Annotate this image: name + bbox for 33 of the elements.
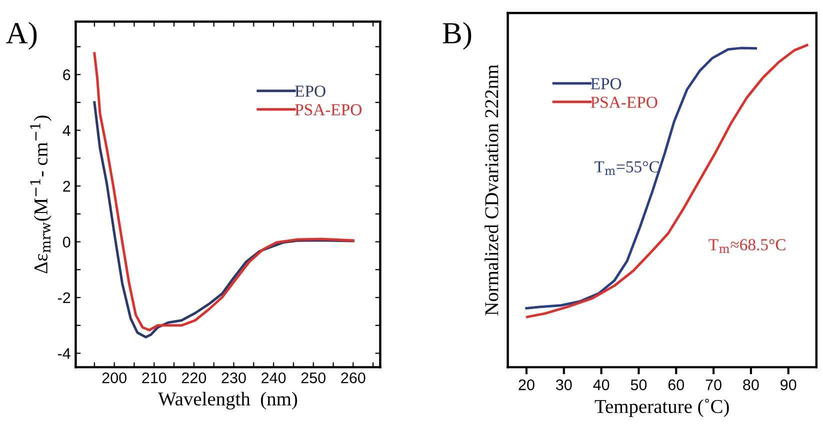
x-tick-label: 210: [142, 372, 166, 384]
x-axis-title: Temperature (˚C): [594, 398, 729, 418]
x-tick-label: 220: [182, 372, 206, 384]
y-tick-label: 6: [63, 69, 70, 80]
annotation: T$_{m}$=55°C: [594, 161, 659, 175]
legend-label: PSA-EPO: [295, 104, 362, 116]
chart-title: A): [6, 22, 37, 50]
y-tick-label: -4: [58, 348, 70, 359]
x-tick-label: 30: [556, 379, 572, 390]
x-tick-label: 240: [262, 372, 286, 384]
x-tick-label: 200: [102, 372, 126, 384]
x-tick-label: 50: [630, 379, 647, 390]
y-tick-label: 2: [63, 180, 70, 192]
legend-label: EPO: [590, 78, 622, 90]
annotation: T$_{m}$≈68.5°C: [708, 239, 786, 253]
x-tick-label: 80: [743, 379, 759, 390]
x-tick-label: 60: [668, 379, 684, 390]
x-tick-label: 90: [780, 379, 796, 390]
x-axis-title: Wavelength (nm): [158, 392, 298, 410]
x-tick-label: 20: [518, 379, 534, 390]
y-tick-label: 4: [62, 125, 70, 136]
x-tick-label: 230: [222, 372, 246, 384]
y-axis-title: Normalized CDvariation 222nm: [484, 64, 498, 316]
chart-title: B): [442, 22, 472, 50]
x-tick-label: 250: [301, 372, 326, 384]
y-tick-label: -2: [58, 292, 70, 304]
x-tick-label: 260: [341, 372, 366, 384]
legend-label: EPO: [295, 86, 326, 97]
y-tick-label: 0: [62, 236, 70, 248]
y-axis-title: Δε$_{mrw}$(M$^{−1}$- cm$^{−1}$): [30, 116, 52, 274]
legend-label: PSA-EPO: [590, 96, 658, 108]
x-tick-label: 40: [593, 379, 610, 390]
x-tick-label: 70: [706, 379, 722, 390]
